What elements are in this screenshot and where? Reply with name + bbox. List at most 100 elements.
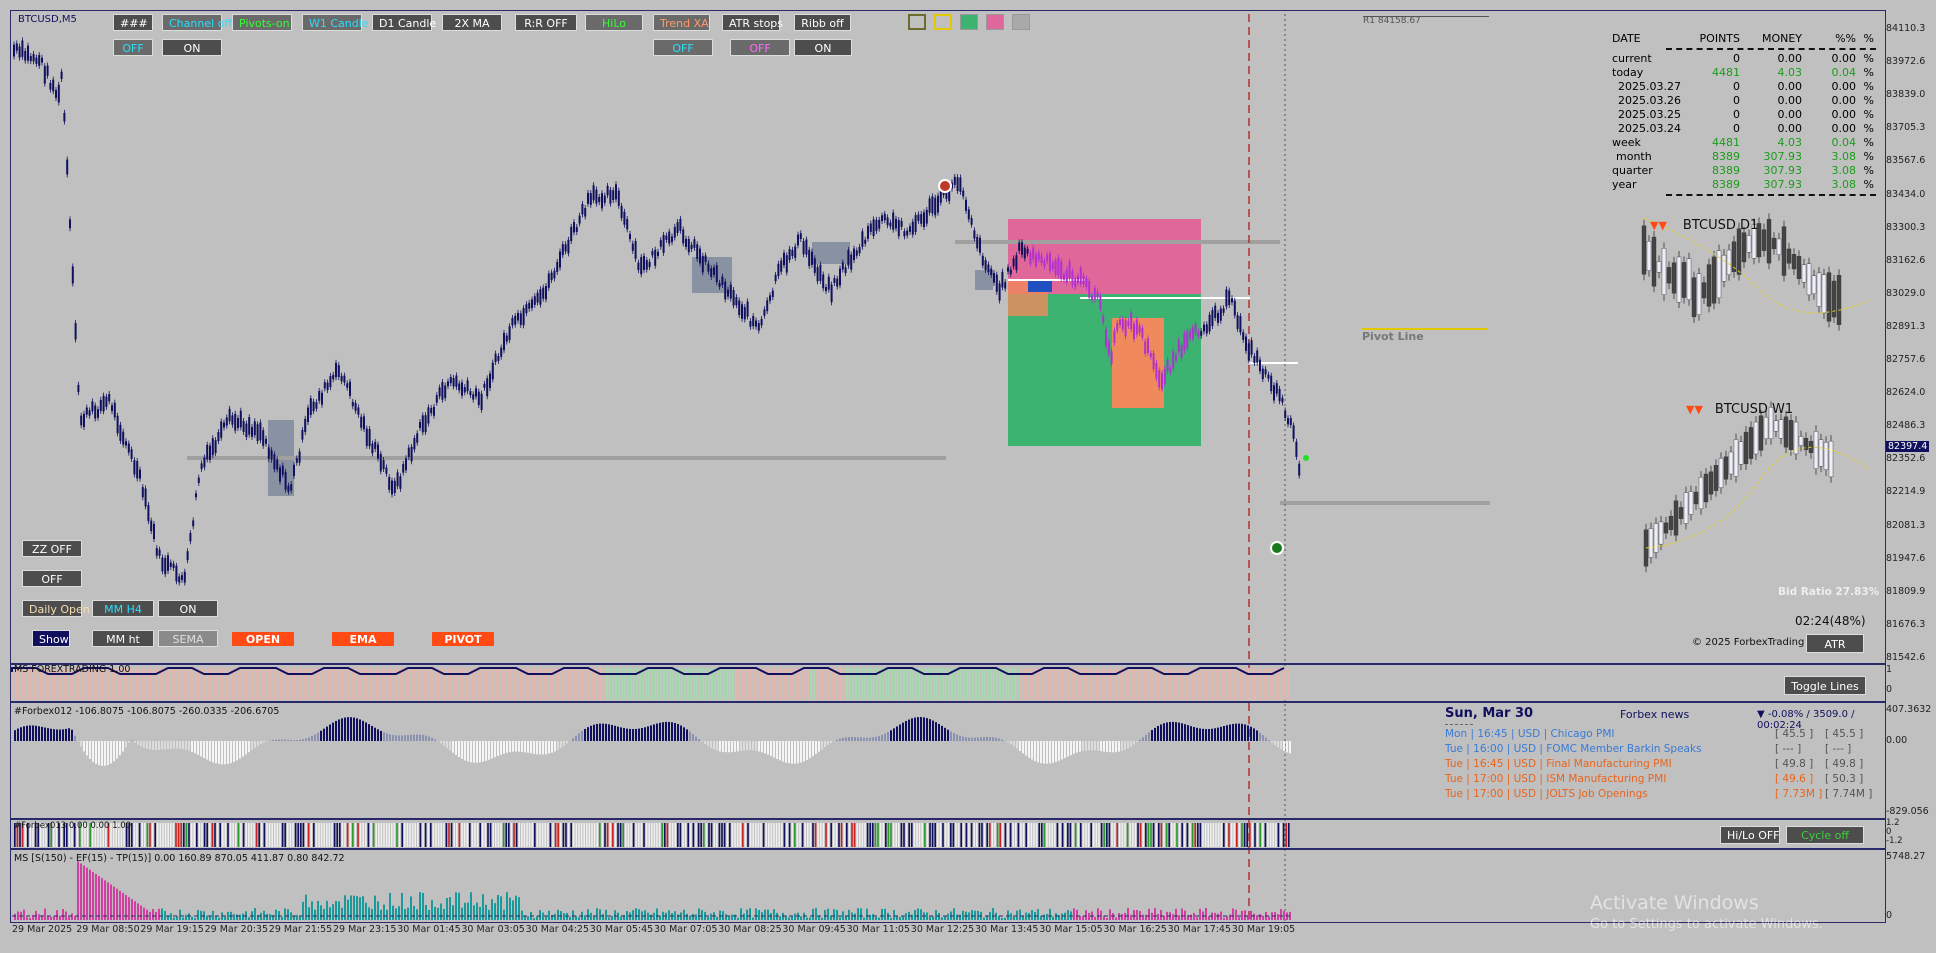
- indicator-2-frame[interactable]: [10, 702, 1886, 819]
- ind1-bar: [906, 668, 908, 700]
- ind1-bar: [174, 668, 176, 700]
- on-button[interactable]: ON: [158, 600, 218, 617]
- indicator-4-frame[interactable]: [10, 849, 1886, 923]
- color-swatch-1[interactable]: [908, 14, 926, 30]
- color-swatch-3[interactable]: [960, 14, 978, 30]
- candle-body: [49, 82, 52, 90]
- price-axis-label: 84110.3: [1886, 23, 1926, 34]
- ind1-bar: [963, 668, 965, 700]
- candle-body: [883, 213, 886, 221]
- ind2-bar: [1199, 728, 1201, 741]
- news-item[interactable]: Tue | 16:45 | USD | Final Manufacturing …: [1445, 757, 1885, 772]
- toolbar-atrstops-button[interactable]: ATR stops: [722, 14, 783, 31]
- toolbar-off3-button[interactable]: OFF: [730, 39, 790, 56]
- daily-open-button[interactable]: Daily Open: [22, 600, 90, 617]
- ind1-bar: [942, 668, 944, 700]
- ind3-bar: [882, 823, 884, 847]
- open-button[interactable]: OPEN: [232, 632, 294, 646]
- ind1-bar: [642, 668, 644, 700]
- ind2-bar: [326, 726, 328, 741]
- candle-body: [693, 239, 696, 248]
- news-item[interactable]: Tue | 17:00 | USD | ISM Manufacturing PM…: [1445, 772, 1885, 787]
- candle-body: [1228, 290, 1231, 306]
- candle-body: [827, 276, 830, 290]
- candle-body: [1275, 383, 1278, 394]
- ind2-bar: [203, 741, 205, 759]
- ind1-bar: [792, 668, 794, 700]
- toolbar-hilo-button[interactable]: HiLo: [585, 14, 643, 31]
- mm-h4-button[interactable]: MM H4: [92, 600, 154, 617]
- ind3-bar: [799, 823, 801, 847]
- ind4-bar: [1100, 910, 1102, 920]
- ind2-bar: [26, 725, 28, 741]
- color-swatch-2[interactable]: [934, 14, 952, 30]
- ind2-bar: [1070, 741, 1072, 756]
- ind3-bar: [723, 823, 726, 847]
- ind3-bar: [1126, 823, 1129, 847]
- candle-body: [505, 335, 508, 342]
- atr-button[interactable]: ATR: [1806, 634, 1864, 653]
- ind4-bar: [254, 908, 256, 920]
- news-item[interactable]: Mon | 16:45 | USD | Chicago PMI[ 45.5 ][…: [1445, 727, 1885, 742]
- pivot-button[interactable]: PIVOT: [432, 632, 494, 646]
- news-item[interactable]: Tue | 17:00 | USD | JOLTS Job Openings[ …: [1445, 787, 1885, 802]
- candle-body: [715, 265, 718, 283]
- toolbar-w1candle-button[interactable]: W1 Candle: [302, 14, 369, 31]
- ind3-bar: [1017, 823, 1020, 847]
- sema-button[interactable]: SEMA: [158, 630, 218, 647]
- news-item[interactable]: Tue | 16:00 | USD | FOMC Member Barkin S…: [1445, 742, 1885, 757]
- color-swatch-4[interactable]: [986, 14, 1004, 30]
- indicator-4-label: MS [S(150) - EF(15) - TP(15)] 0.00 160.8…: [14, 853, 345, 864]
- candle-body: [911, 221, 914, 235]
- toolbar-on1-button[interactable]: ON: [162, 39, 222, 56]
- toolbar-channel-button[interactable]: Channel off: [162, 14, 232, 31]
- candle-body: [1133, 323, 1135, 340]
- mm-ht-button[interactable]: MM ht: [92, 630, 154, 647]
- ind2-bar: [1124, 741, 1126, 750]
- show-button[interactable]: Show: [32, 630, 70, 647]
- toggle-lines-button[interactable]: Toggle Lines: [1784, 676, 1866, 695]
- toolbar-trendxa-button[interactable]: Trend XA: [653, 14, 710, 31]
- toolbar-d1candle-button[interactable]: D1 Candle: [372, 14, 436, 31]
- ind2-bar: [263, 741, 265, 743]
- indicator-1-frame[interactable]: [10, 664, 1886, 702]
- indicator-3-frame[interactable]: [10, 819, 1886, 849]
- ind3-bar: [326, 823, 328, 847]
- hilo-off-button[interactable]: Hi/Lo OFF: [1720, 826, 1780, 844]
- candle-body: [592, 185, 595, 201]
- ind1-bar: [141, 668, 143, 700]
- ind2-bar: [1130, 741, 1132, 747]
- ind2-bar: [716, 741, 718, 751]
- candle-body: [1049, 253, 1051, 271]
- ind1-bar: [252, 668, 254, 700]
- ind3-bar: [58, 823, 60, 847]
- toolbar-off2-button[interactable]: OFF: [653, 39, 713, 56]
- ind1-bar: [1248, 668, 1250, 700]
- toolbar-ma2x-button[interactable]: 2X MA: [442, 14, 502, 31]
- ind1-bar: [1059, 668, 1061, 700]
- ind1-bar: [1041, 668, 1043, 700]
- toolbar-rr-button[interactable]: R:R OFF: [515, 14, 577, 31]
- mini-w1-candle: [1738, 441, 1744, 465]
- ind2-bar: [656, 723, 658, 741]
- toolbar-off1-button[interactable]: OFF: [113, 39, 153, 56]
- toolbar-ribb-button[interactable]: Ribb off: [794, 14, 851, 31]
- ind3-bar: [268, 823, 271, 847]
- candle-body: [396, 472, 399, 487]
- off-button[interactable]: OFF: [22, 570, 82, 587]
- cycle-off-button[interactable]: Cycle off: [1786, 826, 1864, 844]
- toolbar-pivots-button[interactable]: Pivots-on: [232, 14, 292, 31]
- ind3-bar: [123, 823, 125, 847]
- ind2-bar: [1193, 727, 1195, 741]
- toolbar-on2-button[interactable]: ON: [794, 39, 852, 56]
- toolbar-hash-button[interactable]: ###: [113, 14, 153, 31]
- zz-off-button[interactable]: ZZ OFF: [22, 540, 82, 557]
- main-chart-frame[interactable]: [10, 10, 1886, 664]
- ind2-bar: [764, 741, 766, 754]
- ind3-bar: [214, 823, 216, 847]
- color-swatch-5[interactable]: [1012, 14, 1030, 30]
- ind2-bar: [590, 725, 592, 741]
- ema-button[interactable]: EMA: [332, 632, 394, 646]
- ind3-bar: [497, 823, 500, 847]
